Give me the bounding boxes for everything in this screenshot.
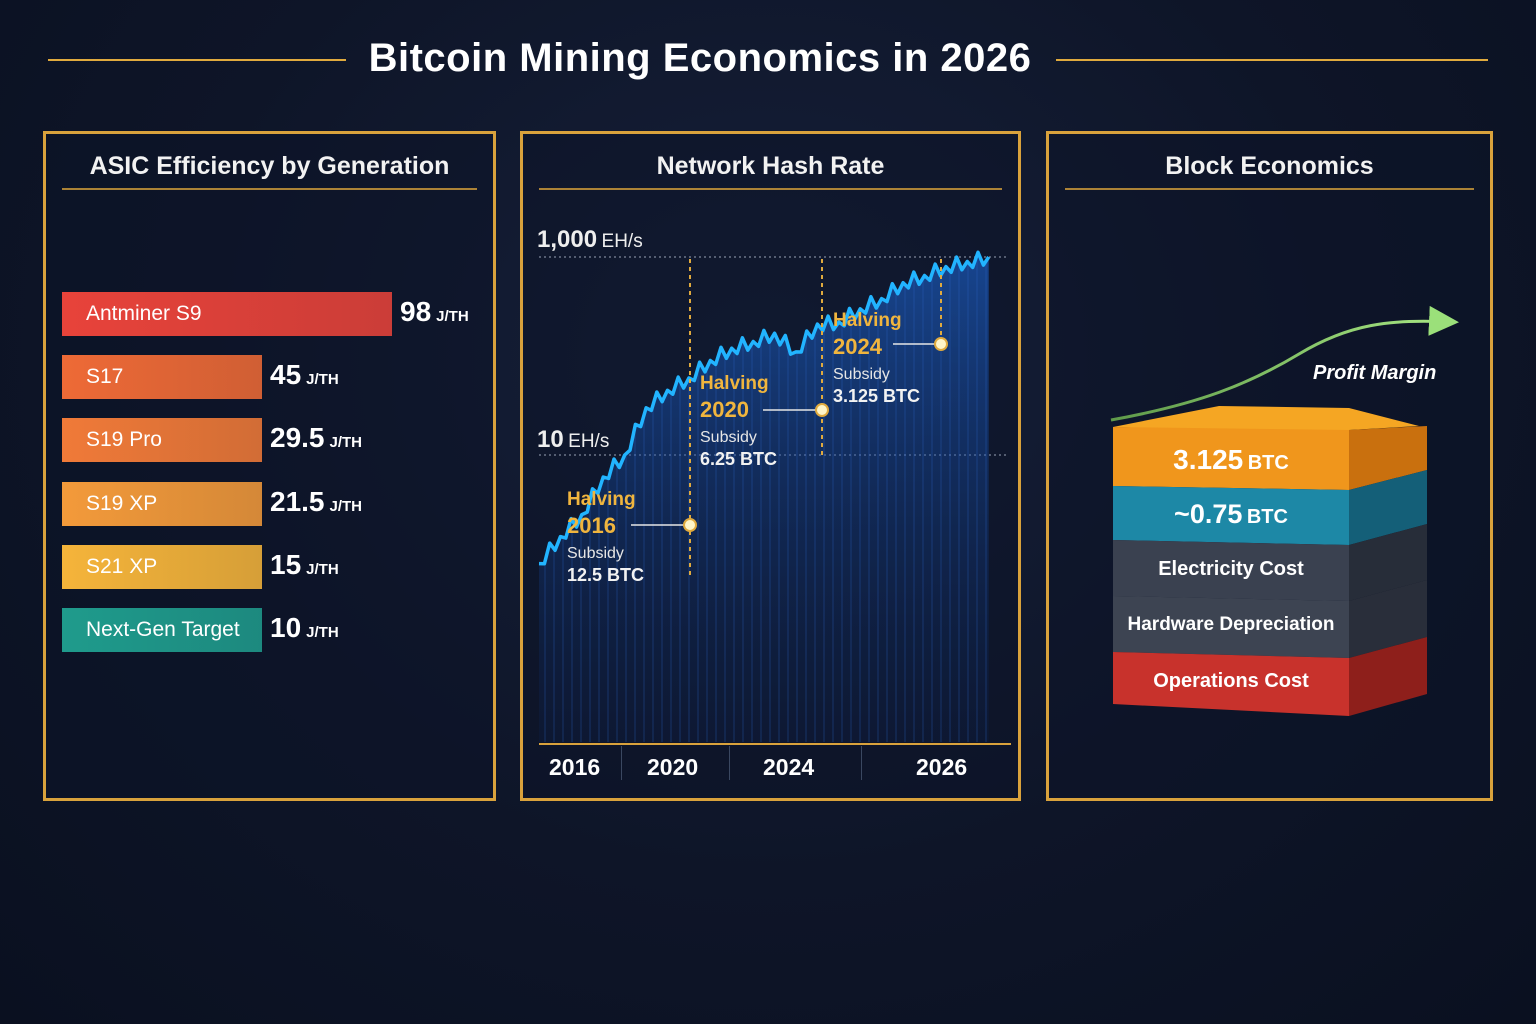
asic-panel: ASIC Efficiency by Generation Antminer S… bbox=[43, 131, 496, 801]
y-label-mid: 10 EH/s bbox=[537, 426, 610, 453]
asic-bar-label: Antminer S9 bbox=[86, 302, 202, 325]
asic-bar-label: S17 bbox=[86, 365, 124, 389]
page-title: Bitcoin Mining Economics in 2026 bbox=[368, 36, 1032, 80]
asic-bar-label: Next-Gen Target bbox=[86, 618, 240, 641]
layer-subsidy-label: 3.125 BTC bbox=[1173, 444, 1289, 475]
asic-bar-row: S19 Pro 29.5 J/TH bbox=[62, 418, 482, 463]
asic-bar-row: S17 45 J/TH bbox=[62, 355, 482, 400]
layer-4-side bbox=[1349, 580, 1427, 658]
asic-bar bbox=[62, 418, 262, 463]
halving-2016-annotation: Halving 2016 Subsidy 12.5 BTC bbox=[567, 489, 645, 585]
layer-5-front bbox=[1113, 652, 1349, 716]
hashrate-panel-rule bbox=[539, 188, 1002, 190]
halving-point bbox=[815, 403, 829, 417]
profit-margin-label: Profit Margin bbox=[1313, 362, 1437, 384]
x-tick-divider bbox=[729, 746, 730, 780]
asic-bar-label: S19 XP bbox=[86, 491, 158, 515]
asic-bar-value: 21.5 J/TH bbox=[270, 485, 363, 517]
asic-bar-value: 45 J/TH bbox=[270, 359, 339, 391]
hashrate-panel-title: Network Hash Rate bbox=[656, 152, 885, 180]
asic-bar-label: S21 XP bbox=[86, 554, 158, 578]
title-row: Bitcoin Mining Economics in 2026 bbox=[0, 30, 1536, 90]
hashrate-panel: Network Hash Rate 1,000 EH/s 10 EH/s Hal… bbox=[520, 131, 1021, 801]
layer-4-front bbox=[1113, 596, 1349, 658]
hashrate-line bbox=[538, 250, 991, 566]
x-tick-divider bbox=[861, 746, 862, 780]
layer-1-front bbox=[1113, 427, 1349, 490]
title-left-rule bbox=[48, 59, 346, 61]
x-tick-divider bbox=[621, 746, 622, 780]
asic-bar-label: S19 Pro bbox=[86, 428, 162, 452]
stack-top-face bbox=[1113, 406, 1419, 430]
layer-2-side bbox=[1349, 470, 1427, 545]
layer-5-side bbox=[1349, 637, 1427, 716]
layer-fees-label: ~0.75 BTC bbox=[1174, 499, 1288, 529]
title-right-rule bbox=[1056, 59, 1488, 61]
asic-bar-value: 98 J/TH bbox=[400, 296, 469, 327]
x-tick-2024: 2024 bbox=[763, 754, 815, 780]
asic-bar-row: Antminer S9 98 J/TH bbox=[62, 292, 482, 336]
halving-point bbox=[934, 337, 948, 351]
asic-bar bbox=[62, 544, 262, 589]
asic-bar-value: 15 J/TH bbox=[270, 548, 339, 580]
asic-bar bbox=[62, 292, 392, 336]
asic-bar-row: Next-Gen Target 10 J/TH bbox=[62, 608, 482, 652]
asic-bar bbox=[62, 608, 262, 652]
layer-3-front bbox=[1113, 540, 1349, 601]
block-panel-rule bbox=[1065, 188, 1474, 190]
x-tick-2016: 2016 bbox=[549, 754, 601, 780]
asic-panel-rule bbox=[62, 188, 477, 190]
halving-2024-annotation: Halving 2024 Subsidy 3.125 BTC bbox=[833, 310, 921, 406]
asic-bar-value: 29.5 J/TH bbox=[270, 422, 363, 454]
block-panel-title: Block Economics bbox=[1165, 152, 1374, 180]
asic-panel-title: ASIC Efficiency by Generation bbox=[89, 152, 450, 180]
layer-1-side bbox=[1349, 426, 1427, 490]
asic-bar-row: S21 XP 15 J/TH bbox=[62, 544, 482, 589]
hashrate-chart bbox=[538, 250, 1011, 745]
layer-hardware-label: Hardware Depreciation bbox=[1127, 614, 1335, 635]
x-tick-2026: 2026 bbox=[916, 754, 968, 780]
profit-arrow bbox=[1110, 305, 1459, 422]
halving-point bbox=[683, 518, 697, 532]
asic-bar bbox=[62, 481, 262, 526]
asic-bar-value: 10 J/TH bbox=[270, 612, 339, 643]
x-tick-2020: 2020 bbox=[647, 754, 699, 780]
asic-bar bbox=[62, 355, 262, 400]
asic-bar-row: S19 XP 21.5 J/TH bbox=[62, 481, 482, 526]
layer-3-side bbox=[1349, 524, 1427, 601]
block-stack bbox=[1110, 305, 1459, 716]
layer-operations-label: Operations Cost bbox=[1153, 670, 1309, 692]
halving-2020-annotation: Halving 2020 Subsidy 6.25 BTC bbox=[700, 373, 778, 469]
layer-electricity-label: Electricity Cost bbox=[1158, 558, 1304, 580]
layer-2-front bbox=[1113, 486, 1349, 545]
y-label-top: 1,000 EH/s bbox=[537, 226, 643, 253]
block-economics-panel: Block Economics Profit Margin bbox=[1046, 131, 1493, 801]
hashrate-area-hatching bbox=[539, 252, 989, 743]
